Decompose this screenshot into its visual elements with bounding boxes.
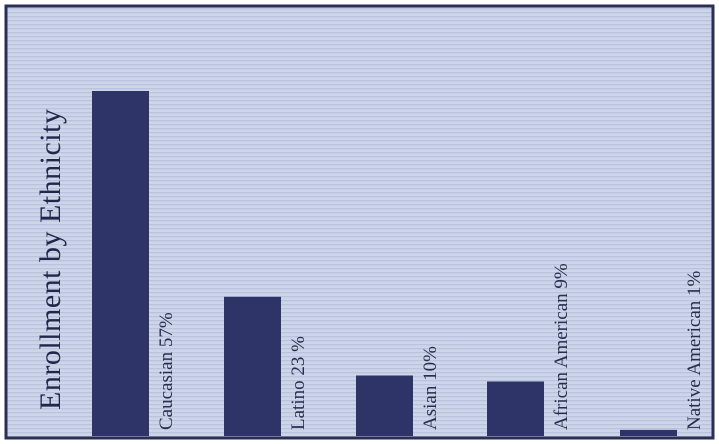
bars-group [92, 91, 677, 436]
bar-label-african-american: African American 9% [551, 263, 572, 430]
bar-native-american [620, 429, 677, 436]
bar-labels-group: Caucasian 57% Latino 23 % Asian 10% African… [156, 263, 705, 430]
bar-asian [356, 375, 413, 436]
bar-label-latino: Latino 23 % [288, 336, 309, 430]
bar-african-american [487, 381, 544, 436]
chart-title: Enrollment by Ethnicity [34, 109, 67, 410]
bar-label-asian: Asian 10% [420, 346, 441, 430]
bar-latino [224, 296, 281, 436]
bar-caucasian [92, 91, 149, 436]
bar-label-caucasian: Caucasian 57% [156, 312, 177, 430]
bar-label-native-american: Native American 1% [684, 270, 705, 430]
